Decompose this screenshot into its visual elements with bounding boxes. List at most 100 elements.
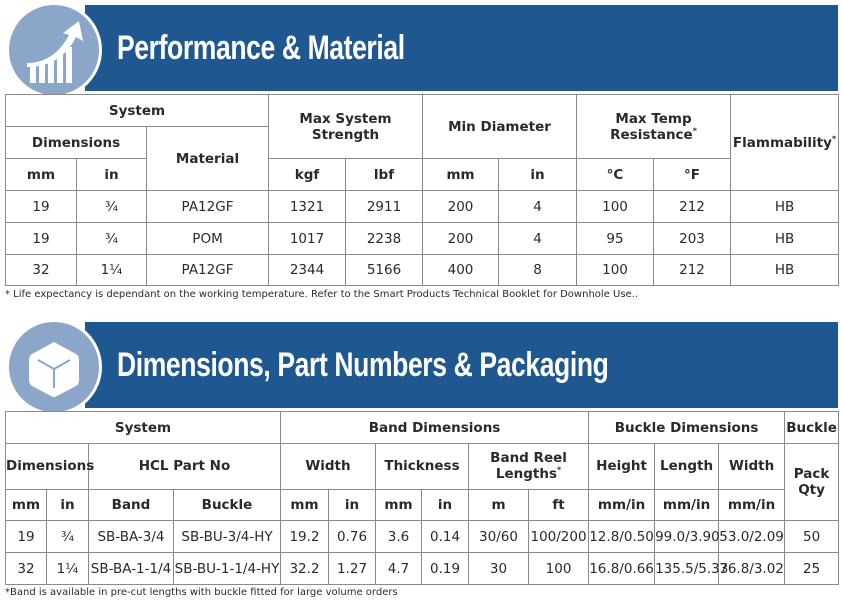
- header-thickness: Thickness: [375, 443, 469, 490]
- cell-width: 76.8/3.02: [718, 552, 786, 585]
- cell-temp-c: 100: [576, 190, 655, 223]
- dimensions-parts-table: System Band Dimensions Buckle Dimensions…: [5, 411, 840, 585]
- cell-width: 53.0/2.09: [718, 520, 786, 553]
- cell-lbf: 2238: [345, 222, 424, 255]
- dimensions-banner: [85, 322, 838, 408]
- dimensions-icon-circle: [6, 319, 102, 415]
- flammability-label: Flammability: [732, 134, 832, 151]
- cell-temp-f: 212: [653, 190, 732, 223]
- cell-lbf: 5166: [345, 254, 424, 286]
- cell-pack-qty: 50: [784, 520, 840, 553]
- table-row: 32 1¼ PA12GF 2344 5166 400 8 100 212 HB: [5, 254, 840, 286]
- cell-width-in: 0.76: [328, 520, 376, 553]
- cell-width-in: 1.27: [328, 552, 376, 585]
- unit-diam-in: in: [498, 158, 578, 191]
- unit-dim-in: in: [46, 488, 89, 522]
- cell-in: 1¼: [46, 552, 89, 585]
- cell-mm: 19: [5, 520, 47, 553]
- unit-reel-m: m: [468, 488, 529, 522]
- table-row: 19 ¾ PA12GF 1321 2911 200 4 100 212 HB: [5, 190, 840, 223]
- cell-length: 99.0/3.90: [654, 520, 720, 553]
- header-min-diameter: Min Diameter: [422, 94, 578, 159]
- header-system: System: [5, 411, 281, 444]
- unit-thick-mm: mm: [375, 488, 422, 522]
- unit-dim-mm: mm: [5, 488, 47, 522]
- header-system: System: [4, 94, 270, 127]
- cell-diam-mm: 400: [422, 254, 500, 286]
- buckle-width-label: Width: [728, 458, 775, 474]
- max-temp-label: Max Temp Resistance: [610, 110, 693, 143]
- cell-material: PA12GF: [145, 190, 270, 223]
- unit-band: Band: [88, 488, 174, 522]
- header-dimensions: Dimensions: [5, 126, 147, 159]
- cell-diam-in: 8: [498, 254, 578, 286]
- cell-in: ¾: [76, 222, 147, 255]
- cell-mm: 32: [5, 552, 47, 585]
- cell-height: 16.8/0.66: [588, 552, 656, 585]
- cell-pack-qty: 25: [784, 552, 840, 585]
- cell-temp-c: 100: [576, 254, 655, 286]
- table-row: 19 ¾ POM 1017 2238 200 4 95 203 HB: [5, 222, 840, 255]
- cell-diam-mm: 200: [422, 190, 500, 223]
- height-label: Height: [596, 458, 647, 474]
- unit-height: mm/in: [588, 489, 656, 520]
- cell-mm: 32: [5, 254, 77, 286]
- unit-diam-mm: mm: [422, 158, 500, 191]
- header-dimensions: Dimensions: [5, 443, 94, 490]
- dimensions-title: Dimensions, Part Numbers & Packaging: [117, 346, 609, 384]
- header-flammability: Flammability*: [730, 94, 840, 191]
- cell-thick-in: 0.19: [421, 552, 469, 585]
- cell-buckle-part: SB-BU-1-1/4-HY: [173, 552, 281, 585]
- unit-thick-in: in: [421, 488, 469, 522]
- header-max-temp: Max Temp Resistance*: [576, 94, 732, 159]
- cell-in: ¾: [46, 520, 89, 553]
- unit-lbf: lbf: [345, 158, 424, 191]
- cell-thick-mm: 4.7: [375, 552, 422, 585]
- cell-band-part: SB-BA-1-1/4: [88, 552, 174, 585]
- header-buckle-width: Width mm/in: [718, 443, 786, 521]
- cell-reel-ft: 100/200: [527, 520, 590, 553]
- length-label: Length: [660, 458, 714, 474]
- cell-lbf: 2911: [345, 190, 424, 223]
- cell-material: POM: [145, 222, 270, 255]
- footnote-mark: *: [557, 465, 562, 475]
- cell-flammability: HB: [730, 254, 840, 286]
- performance-footnote: * Life expectancy is dependant on the wo…: [5, 289, 639, 300]
- dimensions-footnote: *Band is available in pre-cut lengths wi…: [5, 587, 398, 598]
- cell-kgf: 2344: [268, 254, 347, 286]
- cell-thick-in: 0.14: [421, 520, 469, 553]
- header-length: Length mm/in: [654, 443, 720, 521]
- unit-width-mm: mm: [280, 488, 329, 522]
- cell-material: PA12GF: [145, 254, 270, 286]
- unit-kgf: kgf: [268, 158, 347, 191]
- header-hcl-part-no: HCL Part No: [88, 443, 281, 490]
- header-width: Width: [280, 443, 376, 490]
- cell-width-mm: 19.2: [280, 520, 329, 553]
- cell-buckle-part: SB-BU-3/4-HY: [173, 520, 281, 553]
- cell-temp-f: 203: [653, 222, 732, 255]
- cell-diam-in: 4: [498, 222, 578, 255]
- header-buckle-dimensions: Buckle Dimensions: [588, 411, 786, 444]
- table-row: 19 ¾ SB-BA-3/4 SB-BU-3/4-HY 19.2 0.76 3.…: [5, 520, 840, 553]
- cell-flammability: HB: [730, 190, 840, 223]
- cell-reel-m: 30/60: [468, 520, 529, 553]
- cell-kgf: 1017: [268, 222, 347, 255]
- cell-flammability: HB: [730, 222, 840, 255]
- header-band-reel-lengths: Band Reel Lengths*: [467, 443, 590, 490]
- unit-width-in: in: [328, 488, 376, 522]
- cell-in: 1¼: [76, 254, 147, 286]
- footnote-mark: *: [692, 126, 697, 135]
- unit-width: mm/in: [718, 489, 786, 520]
- unit-temp-c: °C: [576, 158, 655, 191]
- cell-temp-f: 212: [653, 254, 732, 286]
- cell-reel-m: 30: [468, 552, 529, 585]
- cell-reel-ft: 100: [527, 552, 590, 585]
- unit-reel-ft: ft: [527, 488, 590, 522]
- header-material: Material: [145, 126, 270, 191]
- cell-thick-mm: 3.6: [375, 520, 422, 553]
- performance-icon-circle: [6, 2, 102, 98]
- header-band-dimensions: Band Dimensions: [279, 411, 590, 444]
- header-height: Height mm/in: [588, 443, 656, 521]
- cell-diam-mm: 200: [422, 222, 500, 255]
- performance-material-table: System Max System Strength Min Diameter …: [4, 94, 840, 286]
